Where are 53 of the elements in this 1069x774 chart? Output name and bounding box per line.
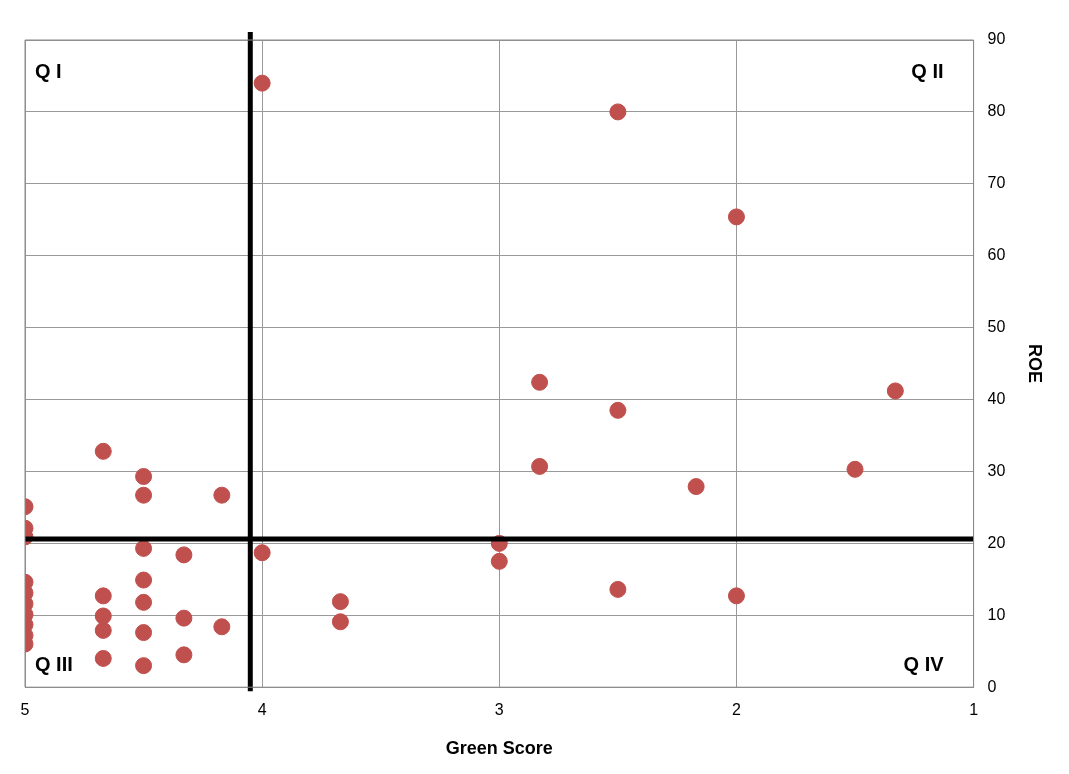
annotation: Q IV	[903, 652, 945, 675]
point	[94, 621, 112, 639]
x-tick-label: 5	[20, 701, 30, 719]
point	[135, 624, 153, 642]
point	[94, 607, 112, 625]
point	[94, 587, 112, 605]
annotation: Q III	[35, 652, 73, 675]
point	[213, 486, 231, 504]
point	[331, 613, 349, 631]
y-tick-label: 60	[987, 246, 1006, 264]
x-tick-label: 2	[732, 701, 741, 719]
annotation: Q I	[35, 59, 62, 82]
y-tick-label: 0	[987, 677, 997, 695]
y-tick-label: 40	[987, 389, 1006, 407]
point	[886, 382, 904, 400]
point	[253, 74, 271, 92]
y-tick-label: 20	[987, 533, 1006, 551]
point	[609, 401, 627, 419]
y-tick-label: 70	[987, 174, 1006, 192]
point	[175, 646, 193, 664]
x-tick-label: 3	[494, 701, 504, 719]
point	[175, 546, 193, 564]
y-tick-label: 30	[987, 461, 1006, 479]
point	[213, 618, 231, 636]
point	[609, 103, 627, 121]
point	[687, 478, 705, 496]
point	[253, 544, 271, 562]
x-tick-label: 1	[969, 701, 979, 719]
point	[609, 580, 627, 598]
x-axis-title: Green Score	[445, 738, 553, 759]
point	[490, 552, 508, 570]
point	[135, 571, 153, 589]
point	[531, 457, 549, 475]
point	[94, 442, 112, 460]
y-tick-label: 90	[987, 30, 1006, 48]
point	[727, 587, 745, 605]
y-tick-label: 80	[987, 102, 1006, 120]
y-axis-title: ROE	[1025, 344, 1046, 384]
annotation: Q II	[911, 59, 944, 82]
point	[331, 593, 349, 611]
point	[135, 468, 153, 485]
point	[135, 593, 153, 611]
y-tick-label: 10	[987, 605, 1006, 623]
point	[531, 373, 549, 391]
y-tick-label: 50	[987, 318, 1006, 336]
point	[846, 460, 864, 478]
point	[175, 609, 193, 627]
point	[94, 649, 112, 667]
point	[135, 657, 153, 675]
point	[727, 208, 745, 226]
x-tick-label: 4	[257, 701, 267, 719]
point	[135, 486, 153, 504]
point	[135, 539, 153, 557]
